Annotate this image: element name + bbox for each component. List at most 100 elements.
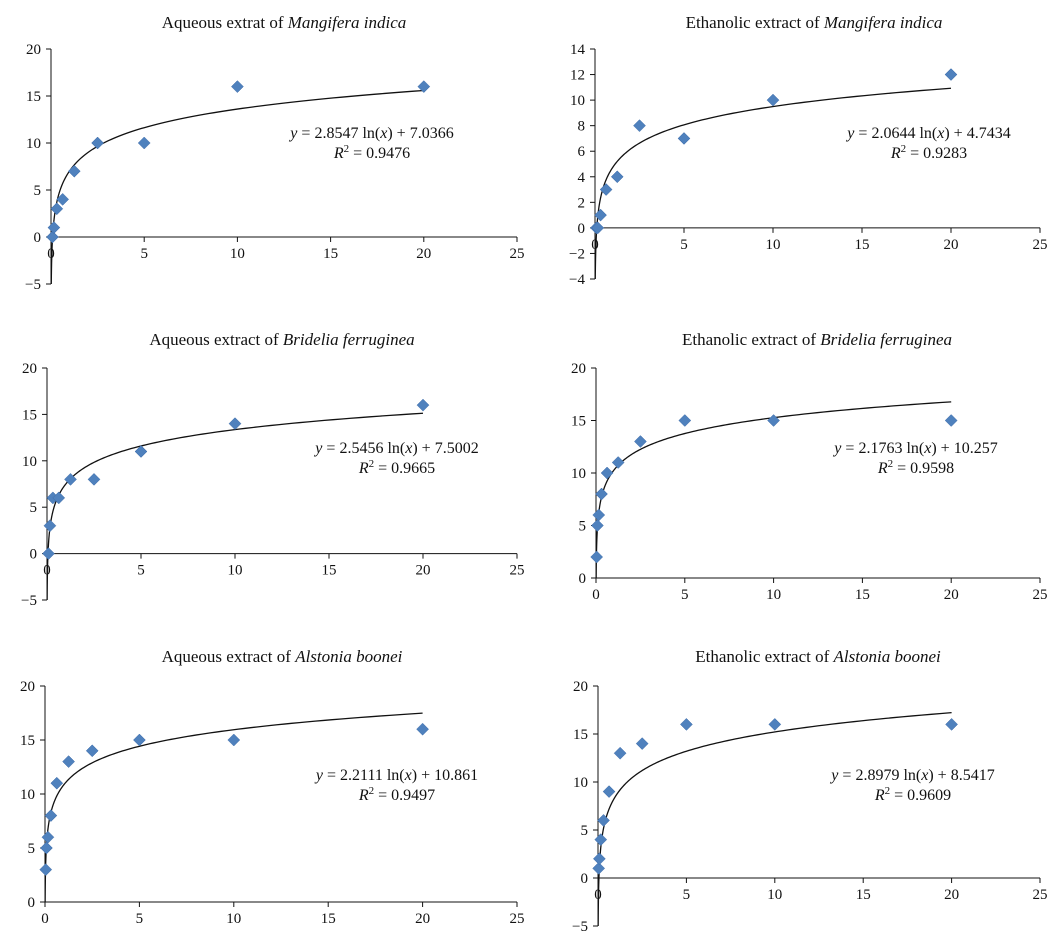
y-tick-label: 5 <box>34 183 42 199</box>
data-point <box>594 208 607 222</box>
r-squared: R2 = 0.9476 <box>333 143 410 162</box>
y-tick-label: 20 <box>573 679 588 695</box>
trendline-equation: y = 2.1763 ln(x) + 10.257 <box>832 440 997 457</box>
data-point <box>680 718 693 731</box>
chart-panel-1: Aqueous extrat of Mangifera indica −5 0 5 10… <box>25 13 524 293</box>
y-tick-label: 10 <box>26 136 41 152</box>
data-point <box>593 852 606 866</box>
chart-panel-2: Ethanolic extract of Mangifera indica −4 −… <box>569 13 1047 288</box>
log-trendline <box>50 89 424 285</box>
data-point <box>231 80 244 93</box>
chart-title-species: Bridelia ferruginea <box>820 330 952 349</box>
chart-title-prefix: Ethanolic extract of <box>682 330 820 349</box>
equation-intercept: 7.0366 <box>410 125 454 142</box>
y-tick-label: 5 <box>581 823 589 839</box>
chart-title-species: Alstonia boonei <box>833 647 941 666</box>
x-tick-label: 20 <box>416 246 431 262</box>
r-squared: R2 = 0.9283 <box>890 143 967 162</box>
x-tick-label: 10 <box>226 911 241 927</box>
x-tick-label: 20 <box>416 563 431 579</box>
data-point <box>768 718 782 731</box>
y-tick-label: 0 <box>30 547 38 563</box>
y-tick-label: 10 <box>20 787 35 803</box>
r-squared-value: 0.9497 <box>391 787 435 804</box>
y-tick-label: 0 <box>581 871 589 887</box>
x-tick-label: 0 <box>591 237 599 253</box>
equation-intercept: 8.5417 <box>951 767 995 784</box>
data-point <box>677 132 691 145</box>
data-point <box>611 456 625 469</box>
x-tick-label: 10 <box>766 587 781 603</box>
equation-slope: 2.5456 <box>339 440 383 457</box>
x-tick-label: 10 <box>230 246 245 262</box>
data-point <box>227 733 241 747</box>
data-point <box>417 80 431 93</box>
x-tick-label: 5 <box>136 911 144 927</box>
y-tick-label: −2 <box>569 246 585 262</box>
x-tick-label: 25 <box>1033 587 1048 603</box>
y-tick-label: 15 <box>573 727 588 743</box>
data-point <box>416 398 430 412</box>
x-tick-label: 0 <box>41 911 49 927</box>
data-point <box>416 722 429 736</box>
data-point <box>44 809 58 822</box>
chart-title-prefix: Ethanolic extract of <box>695 647 833 666</box>
data-point <box>42 547 55 560</box>
x-tick-label: 10 <box>767 887 782 903</box>
data-point <box>599 183 613 196</box>
data-point <box>590 550 604 564</box>
x-tick-label: 25 <box>1033 237 1048 253</box>
chart-title: Aqueous extract of Bridelia ferruginea <box>149 330 414 349</box>
data-point <box>602 785 616 798</box>
x-tick-label: 20 <box>415 911 430 927</box>
data-point <box>766 93 780 107</box>
data-point <box>594 833 608 846</box>
x-tick-label: 0 <box>47 246 55 262</box>
chart-title-prefix: Ethanolic extract of <box>686 13 824 32</box>
chart-title-species: Mangifera indica <box>823 13 943 32</box>
data-point <box>67 164 81 178</box>
trendline-equation: y = 2.8979 ln(x) + 8.5417 <box>829 767 994 784</box>
data-point <box>137 136 151 150</box>
r-squared-value: 0.9665 <box>391 460 435 477</box>
x-tick-label: 20 <box>944 237 959 253</box>
y-tick-label: 15 <box>20 733 35 749</box>
x-tick-label: 25 <box>1033 887 1048 903</box>
r-squared-value: 0.9476 <box>366 145 410 162</box>
equation-intercept: 7.5002 <box>435 440 479 457</box>
y-tick-label: 15 <box>571 414 586 430</box>
chart-panel-3: Aqueous extract of Bridelia ferruginea −5… <box>21 330 524 609</box>
x-tick-label: 10 <box>228 563 243 579</box>
chart-title-species: Alstonia boonei <box>294 647 402 666</box>
x-tick-label: 15 <box>323 246 338 262</box>
y-tick-label: 8 <box>578 119 586 135</box>
trendline-equation: y = 2.2111 ln(x) + 10.861 <box>314 767 478 784</box>
r-squared: R2 = 0.9609 <box>874 785 951 804</box>
y-tick-label: −5 <box>572 919 588 935</box>
data-point <box>41 830 55 844</box>
chart-panel-4: Ethanolic extract of Bridelia ferruginea… <box>571 330 1048 603</box>
r-squared: R2 = 0.9497 <box>358 785 435 804</box>
y-tick-label: 0 <box>28 895 36 911</box>
y-tick-label: 20 <box>22 361 37 377</box>
y-tick-label: 2 <box>578 195 586 211</box>
chart-panel-6: Ethanolic extract of Alstonia boonei −5 0 5… <box>572 647 1047 935</box>
data-point <box>43 519 57 533</box>
x-tick-label: 20 <box>944 587 959 603</box>
y-tick-label: 10 <box>571 466 586 482</box>
r-squared: R2 = 0.9665 <box>358 458 435 477</box>
data-point <box>133 733 146 747</box>
y-tick-label: 5 <box>579 519 587 535</box>
data-point <box>600 466 614 480</box>
x-tick-label: 15 <box>321 911 336 927</box>
data-point <box>62 755 75 768</box>
chart-title-prefix: Aqueous extract of <box>149 330 283 349</box>
data-point <box>591 519 604 532</box>
data-point <box>944 68 958 81</box>
data-point <box>56 193 70 206</box>
x-tick-label: 15 <box>855 237 870 253</box>
y-tick-label: 15 <box>22 407 37 423</box>
data-point <box>50 776 64 790</box>
x-tick-label: 5 <box>140 246 148 262</box>
